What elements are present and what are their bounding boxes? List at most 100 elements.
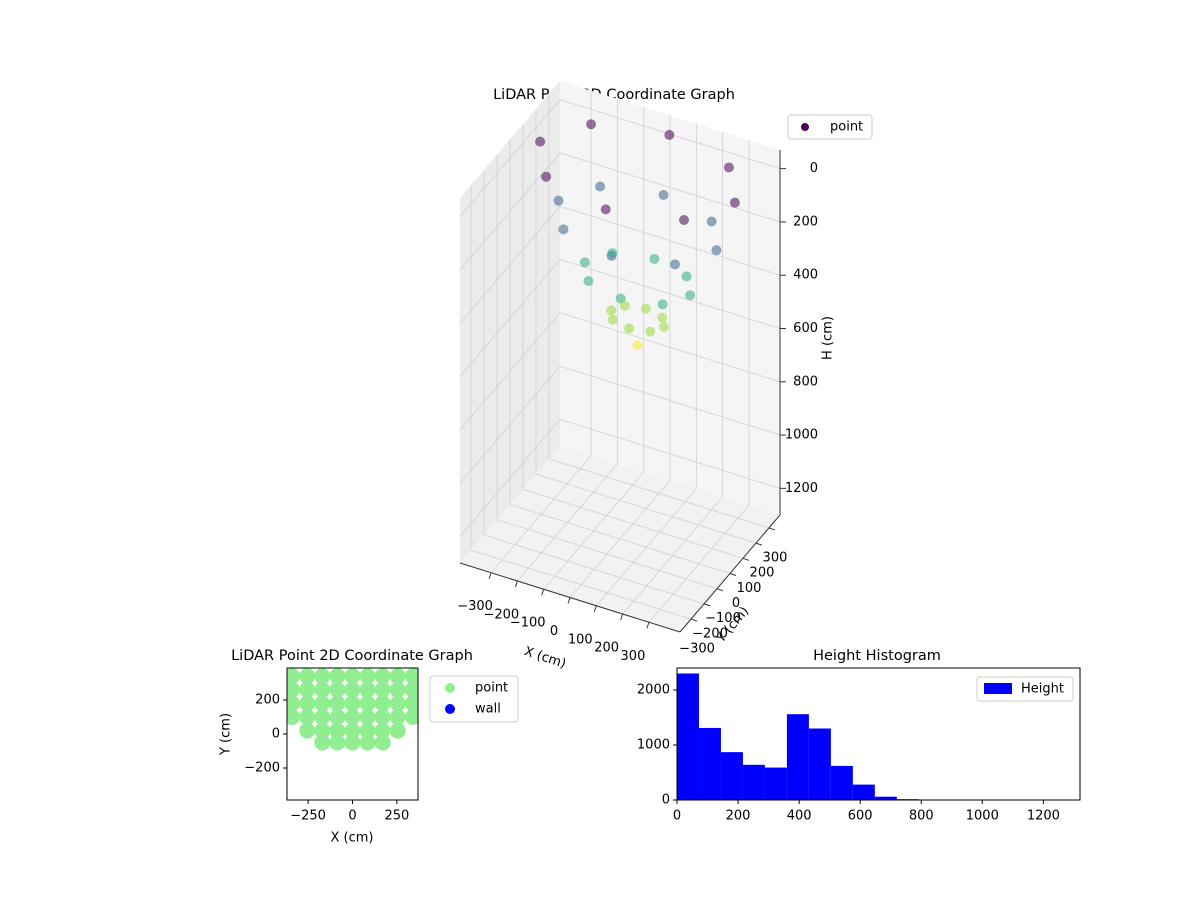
legend-marker xyxy=(445,704,455,714)
z-tick-label: 600 xyxy=(793,321,818,336)
point xyxy=(641,304,651,314)
point xyxy=(657,313,667,323)
point xyxy=(390,682,406,698)
point xyxy=(595,181,605,191)
point xyxy=(299,709,315,725)
x-tick-label: 0 xyxy=(673,809,681,824)
x-tick-label: 0 xyxy=(550,624,558,639)
x-tick xyxy=(542,589,544,595)
x-tick-label: 250 xyxy=(384,809,409,824)
point xyxy=(360,695,376,711)
y-tick-label: 0 xyxy=(732,596,740,611)
point xyxy=(580,257,590,267)
point xyxy=(329,695,345,711)
x-tick-label: −250 xyxy=(290,809,326,824)
point xyxy=(583,276,593,286)
legend-marker xyxy=(445,683,455,693)
legend-label: wall xyxy=(475,702,501,717)
point xyxy=(375,709,391,725)
point xyxy=(329,709,345,725)
point xyxy=(375,682,391,698)
point xyxy=(299,723,315,739)
point xyxy=(390,695,406,711)
y-tick-label: −300 xyxy=(679,642,715,657)
point xyxy=(633,340,643,350)
point xyxy=(554,196,564,206)
bar xyxy=(743,765,765,800)
point xyxy=(730,198,740,208)
point xyxy=(314,735,330,751)
y-tick-label: 300 xyxy=(763,550,788,565)
point xyxy=(608,315,618,325)
y-tick-label: 1000 xyxy=(637,738,670,753)
point xyxy=(649,254,659,264)
x-tick-label: 300 xyxy=(621,649,646,664)
point xyxy=(345,682,361,698)
point xyxy=(558,224,568,234)
point xyxy=(329,735,345,751)
y-tick xyxy=(691,619,697,621)
point xyxy=(679,215,689,225)
x-tick-label: 200 xyxy=(594,641,619,656)
y-tick-label: −100 xyxy=(705,611,741,626)
point xyxy=(601,204,611,214)
x-tick-label: 400 xyxy=(787,809,812,824)
bar xyxy=(809,729,831,801)
bar xyxy=(787,714,809,800)
point xyxy=(299,682,315,698)
y-tick-label: 0 xyxy=(662,793,670,808)
x-axis-label: X (cm) xyxy=(331,831,374,846)
point xyxy=(329,682,345,698)
bar xyxy=(677,674,699,801)
point xyxy=(659,322,669,332)
point xyxy=(360,668,376,684)
point xyxy=(314,695,330,711)
y-tick-label: 0 xyxy=(272,727,280,742)
legend-label: Height xyxy=(1021,682,1064,697)
chart-title: Height Histogram xyxy=(813,648,941,664)
z-tick-label: 0 xyxy=(810,161,818,176)
chart-title: LiDAR Point 2D Coordinate Graph xyxy=(231,648,473,664)
legend-label: point xyxy=(830,120,863,135)
point xyxy=(620,301,630,311)
point xyxy=(659,190,669,200)
y-tick xyxy=(769,528,775,530)
point xyxy=(375,735,391,751)
z-tick-label: 1200 xyxy=(785,481,818,496)
x-tick-label: 0 xyxy=(348,809,356,824)
z-tick-label: 400 xyxy=(793,268,818,283)
point xyxy=(670,259,680,269)
point xyxy=(535,137,545,147)
point xyxy=(711,245,721,255)
legend-label: point xyxy=(475,681,508,696)
point xyxy=(360,682,376,698)
x-axis-label: X (cm) xyxy=(522,644,568,672)
legend-marker xyxy=(801,123,809,131)
y-tick-label: 100 xyxy=(737,581,762,596)
plot-area xyxy=(284,668,421,750)
y-tick xyxy=(704,604,710,606)
y-tick-label: −200 xyxy=(692,626,728,641)
y-axis-label: Y (cm) xyxy=(219,713,234,756)
point xyxy=(645,327,655,337)
point xyxy=(707,216,717,226)
point xyxy=(314,668,330,684)
point xyxy=(345,695,361,711)
z-tick-label: 800 xyxy=(793,374,818,389)
point xyxy=(299,695,315,711)
y-tick-label: 2000 xyxy=(637,683,670,698)
x-tick-label: 800 xyxy=(909,809,934,824)
point xyxy=(390,709,406,725)
x-tick-label: 1200 xyxy=(1027,809,1060,824)
point xyxy=(607,248,617,258)
x-tick xyxy=(515,581,517,587)
x-tick xyxy=(647,622,649,628)
bar xyxy=(765,768,787,800)
x-tick xyxy=(621,614,623,620)
x-tick-label: −100 xyxy=(510,616,546,631)
x-tick xyxy=(489,573,491,579)
point xyxy=(345,668,361,684)
point xyxy=(624,324,634,334)
point xyxy=(299,668,315,684)
point xyxy=(724,162,734,172)
